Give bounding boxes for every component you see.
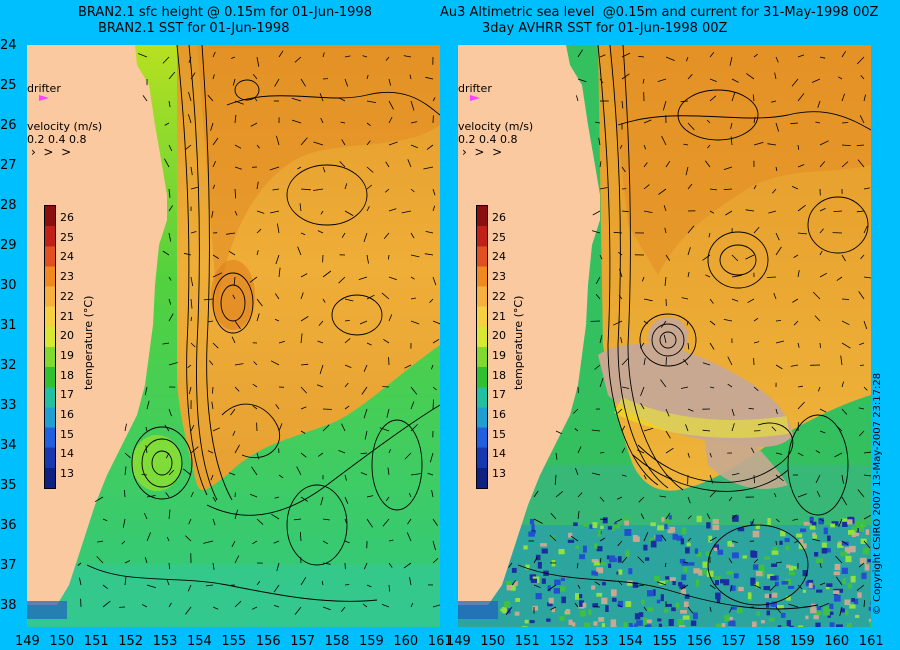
x-tick-label: 149 bbox=[15, 634, 40, 649]
colorbar-tick-label: 16 bbox=[60, 408, 74, 421]
colorbar-tick-label: 26 bbox=[492, 211, 506, 224]
colorbar-tick-label: 24 bbox=[492, 250, 506, 264]
colorbar-tick-label: 23 bbox=[60, 270, 74, 284]
x-tick-label: 155 bbox=[221, 634, 247, 649]
colorbar-tick-label: 14 bbox=[60, 447, 74, 461]
x-tick-label: 151 bbox=[83, 634, 109, 649]
x-tick-label: 156 bbox=[255, 634, 281, 649]
x-tick-label: 159 bbox=[790, 634, 815, 649]
left-colorbar-label: temperature (°C) bbox=[82, 295, 95, 390]
y-tick-label: 36 bbox=[0, 518, 17, 533]
y-tick-label: 26 bbox=[0, 118, 17, 133]
right-title-line2: 3day AVHRR SST for 01-Jun-1998 00Z bbox=[482, 21, 728, 36]
x-tick-label: 157 bbox=[290, 634, 316, 649]
y-tick-label: 35 bbox=[0, 478, 17, 493]
colorbar-tick-label: 20 bbox=[60, 329, 74, 343]
x-tick-label: 155 bbox=[652, 634, 678, 649]
x-tick-label: 150 bbox=[49, 634, 75, 649]
left-velocity-vectors bbox=[77, 50, 440, 615]
right-title-line1: Au3 Altimetric sea level @0.15m and curr… bbox=[440, 5, 879, 20]
right-sst-speckle bbox=[500, 515, 871, 627]
colorbar-tick-label: 24 bbox=[60, 250, 74, 264]
y-tick-label: 31 bbox=[0, 318, 17, 333]
right-velocity-vectors bbox=[505, 49, 871, 617]
right-drifter-label: drifter bbox=[458, 82, 492, 95]
colorbar-tick-label: 25 bbox=[492, 230, 506, 244]
colorbar-tick-label: 21 bbox=[492, 309, 506, 323]
copyright-notice: © Copyright CSIRO 2007 13-May-2007 23:17… bbox=[872, 372, 883, 615]
left-velocity-values: 0.2 0.4 0.8 bbox=[27, 133, 87, 146]
colorbar-tick-label: 21 bbox=[60, 309, 74, 323]
right-map-svg bbox=[458, 45, 871, 627]
drifter-marker bbox=[39, 95, 49, 101]
colorbar-tick-label: 13 bbox=[60, 467, 74, 481]
colorbar-tick-label: 25 bbox=[60, 230, 74, 244]
right-colorbar bbox=[476, 205, 488, 489]
colorbar-tick-label: 19 bbox=[492, 348, 506, 362]
x-tick-label: 153 bbox=[152, 634, 178, 649]
colorbar-tick-label: 15 bbox=[492, 427, 506, 441]
y-tick-label: 27 bbox=[0, 158, 17, 173]
drifter-marker-right bbox=[470, 95, 480, 101]
colorbar-tick-label: 17 bbox=[492, 388, 506, 402]
left-title-line2: BRAN2.1 SST for 01-Jun-1998 bbox=[98, 21, 290, 36]
colorbar-tick-label: 19 bbox=[60, 348, 74, 362]
colorbar-tick-label: 13 bbox=[492, 467, 506, 481]
left-map-panel: drifter velocity (m/s) 0.2 0.4 0.8 › > > bbox=[27, 45, 440, 627]
x-tick-label: 160 bbox=[393, 634, 419, 649]
x-tick-label: 161 bbox=[427, 634, 453, 649]
colorbar-tick-label: 16 bbox=[492, 408, 506, 421]
x-tick-label: 157 bbox=[721, 634, 747, 649]
colorbar-tick-label: 20 bbox=[492, 329, 506, 343]
colorbar-tick-label: 18 bbox=[492, 368, 506, 382]
x-tick-label: 161 bbox=[858, 634, 884, 649]
x-tick-label: 154 bbox=[187, 634, 212, 649]
right-velocity-arrows: › > > bbox=[462, 145, 503, 159]
colorbar-tick-label: 23 bbox=[492, 270, 506, 284]
colorbar-tick-label: 22 bbox=[60, 289, 74, 303]
y-tick-label: 38 bbox=[0, 598, 17, 613]
right-map-panel: drifter velocity (m/s) 0.2 0.4 0.8 › > > bbox=[458, 45, 871, 627]
right-contours bbox=[517, 45, 871, 610]
left-drifter-label: drifter bbox=[27, 82, 61, 95]
colorbar-tick-label: 18 bbox=[60, 368, 74, 382]
x-tick-label: 153 bbox=[583, 634, 609, 649]
left-map-svg bbox=[27, 45, 440, 627]
left-title-line1: BRAN2.1 sfc height @ 0.15m for 01-Jun-19… bbox=[78, 5, 372, 20]
x-tick-label: 159 bbox=[359, 634, 384, 649]
y-tick-label: 30 bbox=[0, 278, 17, 293]
y-tick-label: 25 bbox=[0, 78, 17, 93]
colorbar-tick-label: 14 bbox=[492, 447, 506, 461]
x-tick-label: 149 bbox=[446, 634, 471, 649]
colorbar-tick-label: 26 bbox=[60, 211, 74, 224]
colorbar-tick-label: 22 bbox=[492, 289, 506, 303]
x-tick-label: 150 bbox=[480, 634, 506, 649]
left-velocity-arrows: › > > bbox=[31, 145, 72, 159]
x-tick-label: 160 bbox=[824, 634, 850, 649]
y-tick-label: 29 bbox=[0, 238, 17, 253]
y-tick-label: 24 bbox=[0, 38, 17, 53]
y-tick-label: 28 bbox=[0, 198, 17, 213]
left-contours bbox=[86, 45, 440, 602]
right-velocity-label: velocity (m/s) bbox=[458, 120, 534, 133]
y-tick-label: 34 bbox=[0, 438, 17, 453]
x-tick-label: 154 bbox=[618, 634, 643, 649]
x-tick-label: 156 bbox=[686, 634, 712, 649]
x-tick-label: 152 bbox=[118, 634, 144, 649]
y-tick-label: 32 bbox=[0, 358, 17, 373]
y-tick-label: 33 bbox=[0, 398, 17, 413]
x-tick-label: 151 bbox=[514, 634, 540, 649]
colorbar-tick-label: 17 bbox=[60, 388, 74, 402]
x-tick-label: 158 bbox=[755, 634, 781, 649]
left-velocity-label: velocity (m/s) bbox=[27, 120, 103, 133]
left-colorbar bbox=[44, 205, 56, 489]
x-tick-label: 152 bbox=[549, 634, 575, 649]
y-tick-label: 37 bbox=[0, 558, 17, 573]
right-velocity-values: 0.2 0.4 0.8 bbox=[458, 133, 518, 146]
x-tick-label: 158 bbox=[324, 634, 350, 649]
colorbar-tick-label: 15 bbox=[60, 427, 74, 441]
right-colorbar-label: temperature (°C) bbox=[512, 295, 525, 390]
